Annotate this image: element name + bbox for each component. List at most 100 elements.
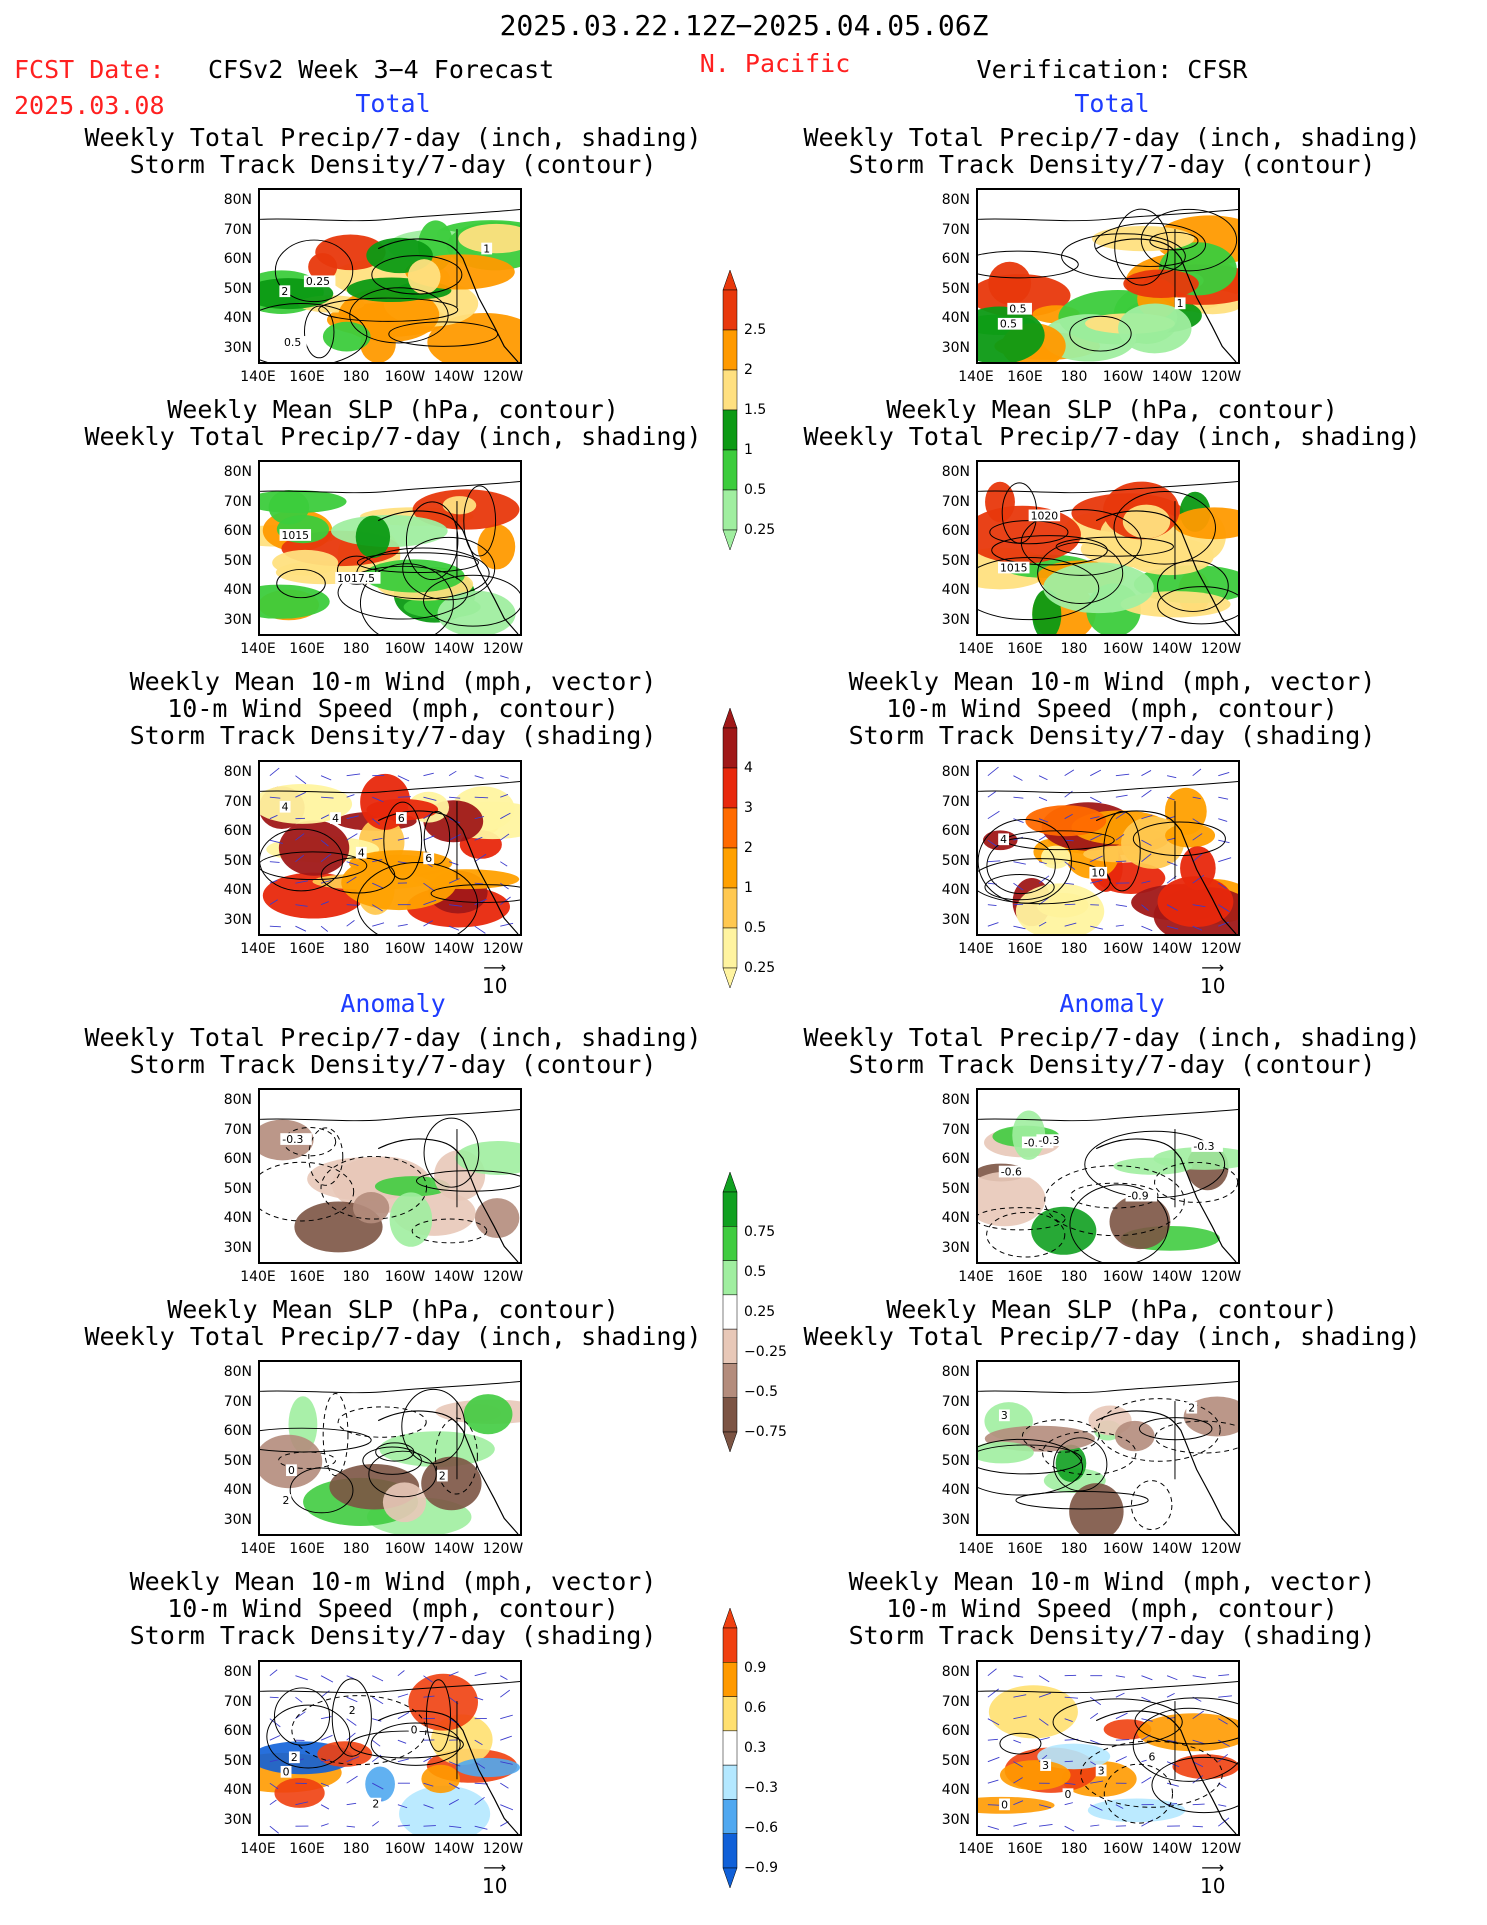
wind-vector [448, 1782, 460, 1790]
contour-label: 4 [279, 801, 291, 814]
contour-label: 0 [280, 1766, 292, 1779]
wind-vector [295, 904, 308, 907]
lat-tick-label: 70N [223, 1693, 252, 1710]
wind-vector [1013, 1822, 1027, 1827]
contour-line [1132, 821, 1226, 857]
panel-title: Weekly Mean 10-m Wind (mph, vector) [129, 1567, 657, 1596]
lon-tick-label: 160E [289, 369, 325, 385]
lon-tick-label: 140W [1151, 369, 1193, 385]
wind-vector [1141, 1675, 1153, 1681]
shading-region [1157, 876, 1234, 928]
wind-vector [1218, 1753, 1229, 1763]
shading-region [1118, 303, 1192, 354]
shading-region [442, 496, 477, 515]
wind-vector [500, 1735, 512, 1741]
wind-vector [500, 1804, 514, 1811]
contour-label: 2 [436, 1470, 448, 1482]
lon-tick-label: 160E [289, 941, 325, 957]
svg-text:-0.3: -0.3 [1193, 1140, 1214, 1153]
wind-vector [372, 837, 383, 841]
contour-line [401, 1388, 466, 1464]
colorbar-total_precip [722, 269, 806, 551]
colorbar-label: 1 [744, 880, 753, 896]
wind-vector [1064, 882, 1075, 885]
colorbar-label: 0.5 [744, 482, 767, 498]
contour-line [1069, 1184, 1169, 1262]
wind-vector [397, 1711, 410, 1720]
contour-line [978, 250, 1079, 279]
colorbar-segment [722, 1730, 738, 1766]
lat-tick-label: 80N [941, 1092, 970, 1108]
wind-vector [448, 1798, 459, 1806]
wind-vector [448, 1761, 461, 1767]
section-anomaly-left: Anomaly [340, 989, 446, 1018]
colorbar-arrow [722, 269, 738, 291]
shading-region [1172, 507, 1238, 540]
lon-tick-label: 140E [240, 941, 276, 957]
wind-vector [1192, 874, 1205, 884]
wind-vector [1192, 796, 1201, 800]
wind-vector [1218, 921, 1229, 927]
lon-tick-label: 140E [240, 369, 276, 385]
lat-tick-label: 40N [223, 882, 252, 898]
lon-tick-label: 160E [289, 1269, 325, 1285]
svg-text:2: 2 [281, 285, 288, 298]
wind-vector [1090, 796, 1102, 804]
wind-vector [269, 1782, 279, 1790]
wind-vector [1141, 904, 1149, 911]
shading-region [1180, 846, 1216, 891]
wind-vector [474, 1696, 484, 1701]
wind-vector [269, 899, 278, 906]
wind-vector [346, 876, 357, 884]
wind-vector [1115, 1692, 1125, 1698]
lat-tick-label: 60N [223, 523, 252, 539]
wind-vector [1218, 882, 1227, 889]
arctic-coastline [260, 481, 520, 494]
colorbar-segment [722, 1397, 738, 1433]
wind-vector [1038, 818, 1049, 823]
lon-tick-label: 180 [342, 941, 370, 957]
lat-tick-label: 30N [223, 339, 252, 356]
contour-line [1020, 509, 1142, 576]
shading-region [988, 1685, 1078, 1739]
wind-vector [449, 904, 463, 907]
contour-label: 0 [408, 1724, 420, 1737]
lat-tick-label: 40N [223, 582, 252, 598]
lat-tick-label: 40N [941, 882, 970, 898]
wind-vector [371, 818, 380, 825]
shading-region [363, 559, 465, 593]
wind-vector [320, 775, 332, 781]
wind-vector [987, 1718, 1000, 1726]
contour-label: 2 [1186, 1402, 1198, 1415]
wind-vector [320, 1823, 329, 1827]
colorbar-label: −0.6 [744, 1820, 778, 1836]
colorbar-arrow [722, 1171, 738, 1193]
lon-tick-label: 160W [1102, 1541, 1144, 1557]
wind-vector [1218, 1674, 1230, 1677]
lat-tick-label: 80N [223, 1092, 252, 1108]
wind-vector [320, 1782, 330, 1787]
contour-line [260, 828, 344, 892]
contour-line [356, 552, 479, 574]
lon-tick-label: 120W [482, 641, 524, 657]
colorbar-label: −0.75 [744, 1424, 787, 1440]
wind-vector [269, 1696, 279, 1699]
wind-vector [987, 922, 999, 927]
contour-line [1157, 586, 1238, 625]
wind-vector [1090, 769, 1102, 777]
svg-text:-0.6: -0.6 [1001, 1166, 1022, 1179]
wind-vector [1115, 924, 1124, 927]
contour-line [359, 563, 454, 634]
wind-vector [346, 1696, 358, 1703]
wind-vector [1038, 861, 1047, 865]
lon-tick-label: 140E [240, 1541, 276, 1557]
contour-line [463, 485, 497, 557]
contour-label: 0 [1062, 1788, 1074, 1801]
wind-vector [1192, 1803, 1205, 1806]
wind-vector [320, 1734, 333, 1741]
wind-vector [1090, 925, 1104, 930]
colorbar-label: −0.9 [744, 1860, 778, 1876]
wind-vector [295, 791, 306, 798]
lon-tick-label: 160W [384, 1269, 426, 1285]
